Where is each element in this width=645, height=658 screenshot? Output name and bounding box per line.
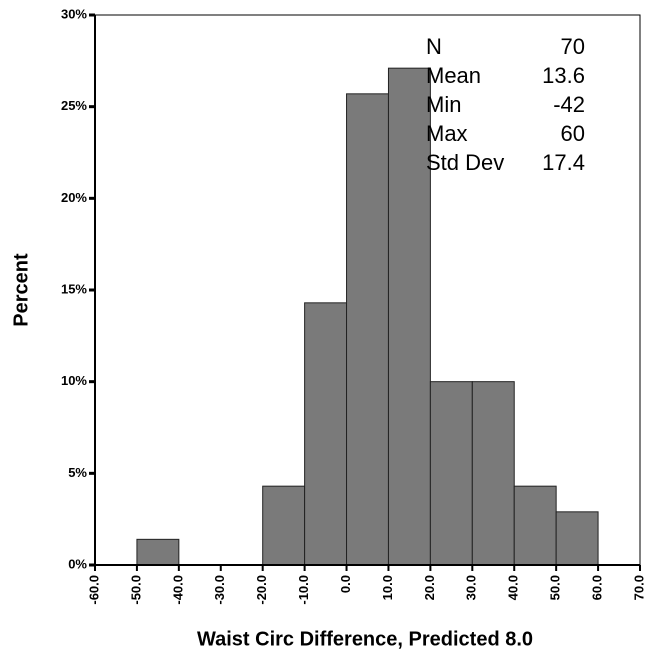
- x-tick-label: 40.0: [506, 575, 521, 600]
- y-tick-label: 30%: [61, 6, 87, 21]
- stat-label: Max: [426, 121, 468, 146]
- y-tick-label: 25%: [61, 98, 87, 113]
- bar: [304, 302, 348, 566]
- stat-label: Std Dev: [426, 150, 504, 175]
- bar: [555, 511, 599, 566]
- x-tick-label: 0.0: [338, 575, 353, 593]
- bar: [136, 538, 180, 566]
- x-tick-label: -20.0: [254, 575, 269, 605]
- x-tick-label: -10.0: [296, 575, 311, 605]
- x-tick-label: 20.0: [422, 575, 437, 600]
- bar: [346, 93, 389, 566]
- stat-value: -42: [553, 92, 585, 117]
- x-tick-label: -60.0: [86, 575, 101, 605]
- stat-value: 70: [561, 34, 585, 59]
- bar: [429, 381, 473, 566]
- x-tick-label: 10.0: [380, 575, 395, 600]
- y-tick-label: 10%: [61, 373, 87, 388]
- x-tick-label: 30.0: [464, 575, 479, 600]
- stat-value: 13.6: [542, 63, 585, 88]
- stat-label: Mean: [426, 63, 481, 88]
- x-tick-label: -30.0: [212, 575, 227, 605]
- y-tick-label: 5%: [68, 465, 87, 480]
- x-tick-label: -50.0: [128, 575, 143, 605]
- stat-value: 17.4: [542, 150, 585, 175]
- stat-label: N: [426, 34, 442, 59]
- y-tick-label: 0%: [68, 556, 87, 571]
- x-tick-label: 70.0: [631, 575, 645, 600]
- bar: [513, 485, 557, 566]
- y-tick-label: 20%: [61, 190, 87, 205]
- y-axis-title: Percent: [10, 253, 32, 327]
- bar: [387, 67, 431, 566]
- y-tick-label: 15%: [61, 281, 87, 296]
- bar: [262, 485, 306, 566]
- x-tick-label: -40.0: [170, 575, 185, 605]
- x-tick-label: 50.0: [548, 575, 563, 600]
- stat-label: Min: [426, 92, 461, 117]
- x-tick-label: 60.0: [590, 575, 605, 600]
- bar: [471, 381, 515, 566]
- x-axis-title: Waist Circ Difference, Predicted 8.0: [197, 628, 533, 650]
- stat-value: 60: [561, 121, 585, 146]
